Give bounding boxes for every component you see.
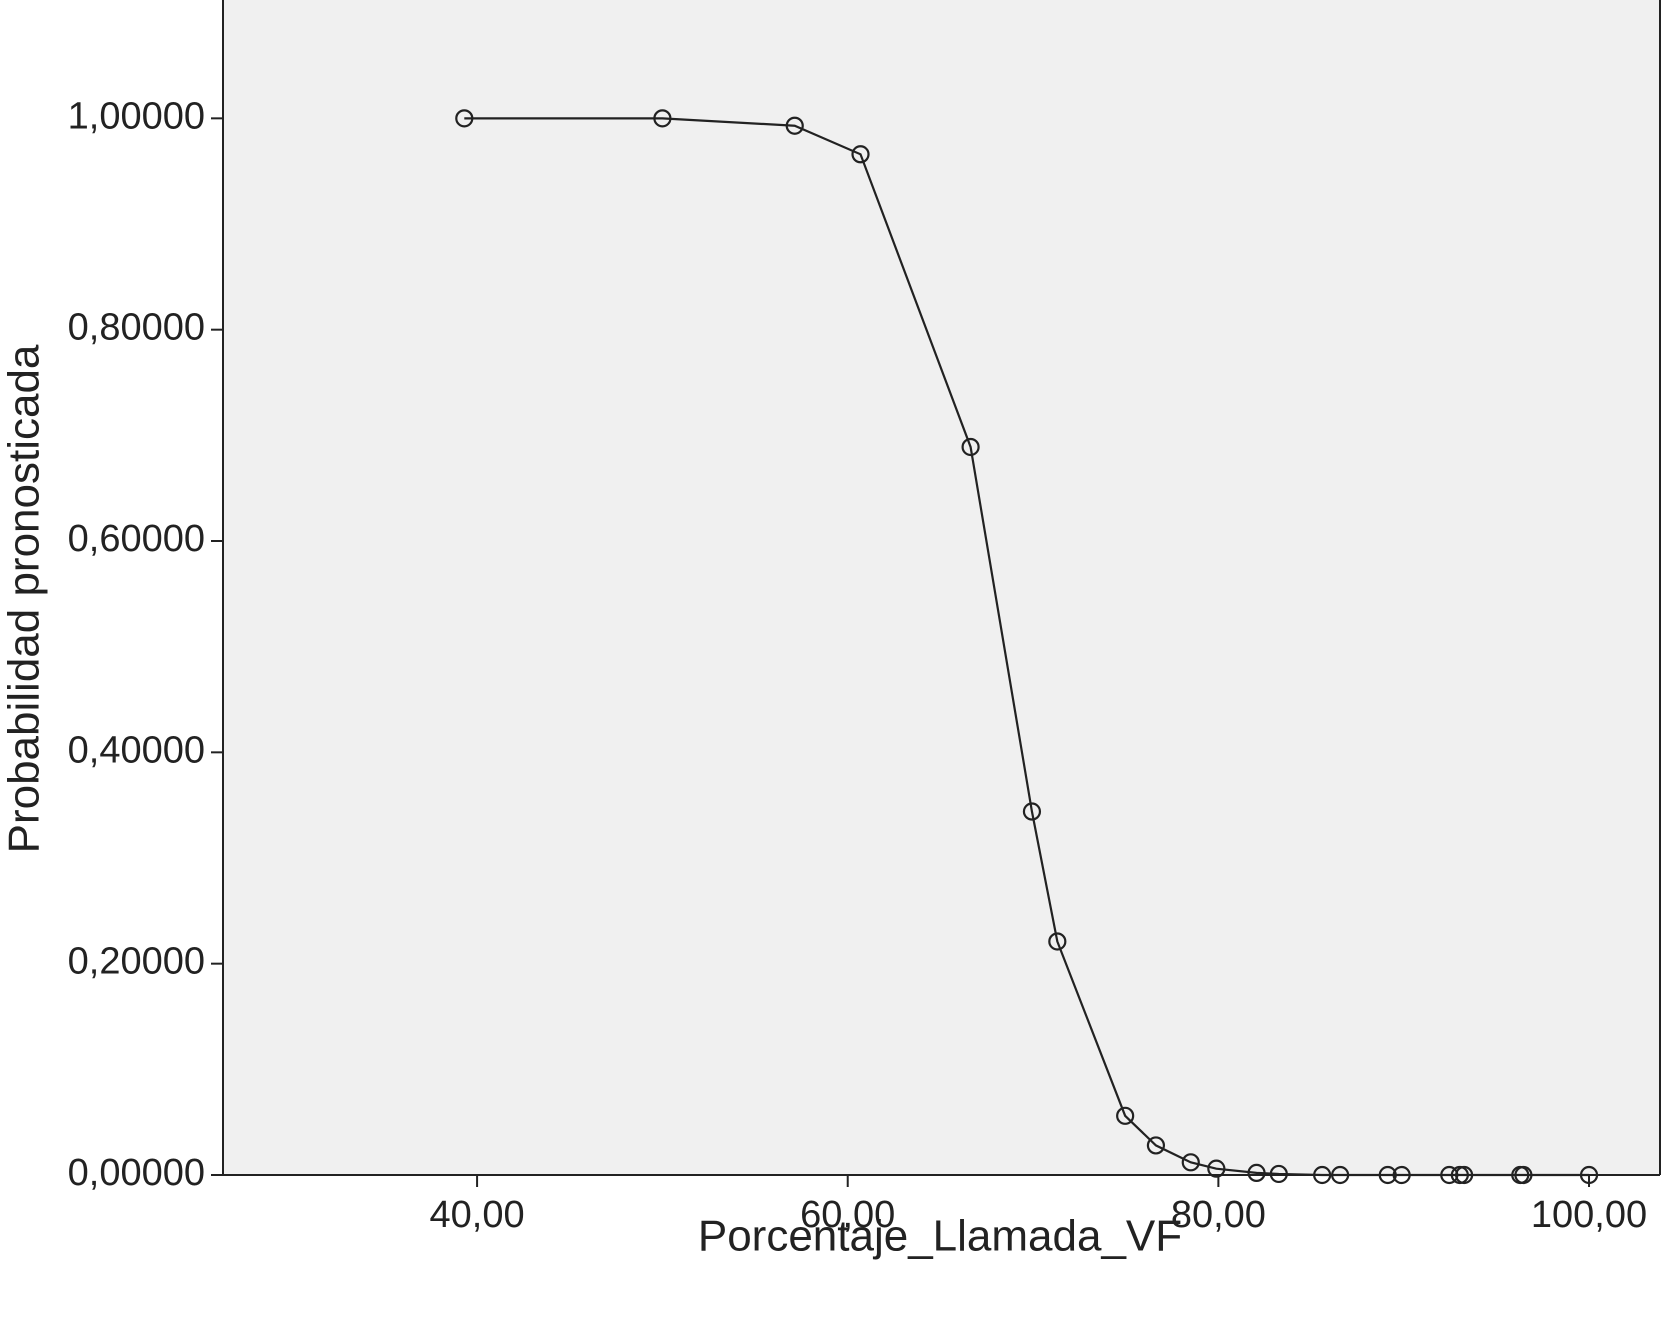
point xyxy=(1207,1159,1226,1178)
x-axis-label: Porcentaje_Llamada_VF xyxy=(698,1212,1182,1261)
point xyxy=(1331,1165,1350,1185)
y-tick-label: 0,00000 xyxy=(68,1152,205,1194)
x-tick-label: 60,00 xyxy=(800,1194,895,1236)
point xyxy=(1378,1165,1397,1185)
point xyxy=(1022,802,1042,821)
point xyxy=(785,116,804,135)
point xyxy=(1514,1165,1533,1185)
x-tick-label: 100,00 xyxy=(1531,1194,1647,1236)
point xyxy=(1116,1106,1135,1125)
point xyxy=(1392,1165,1411,1185)
point xyxy=(1455,1165,1474,1185)
y-tick-label: 0,80000 xyxy=(68,307,205,349)
y-tick-label: 0,40000 xyxy=(68,729,205,771)
y-tick-label: 1,00000 xyxy=(68,95,205,137)
point xyxy=(961,437,980,457)
y-tick-label: 0,20000 xyxy=(68,941,205,983)
x-tick-label: 80,00 xyxy=(1171,1194,1266,1236)
point xyxy=(1440,1165,1459,1185)
point xyxy=(1579,1165,1599,1185)
point xyxy=(1247,1163,1266,1182)
y-tick-label: 0,60000 xyxy=(68,518,205,560)
point xyxy=(1181,1153,1200,1172)
point xyxy=(851,145,870,164)
point xyxy=(1048,932,1067,951)
y-axis-label: Probabilidad pronosticada xyxy=(0,344,49,853)
line xyxy=(464,117,1590,1177)
point xyxy=(1146,1136,1166,1155)
point xyxy=(455,109,474,128)
point xyxy=(1313,1165,1332,1185)
point xyxy=(653,109,672,128)
x-tick-label: 40,00 xyxy=(430,1194,525,1236)
point xyxy=(1269,1164,1288,1184)
plot-area xyxy=(223,0,1660,1175)
